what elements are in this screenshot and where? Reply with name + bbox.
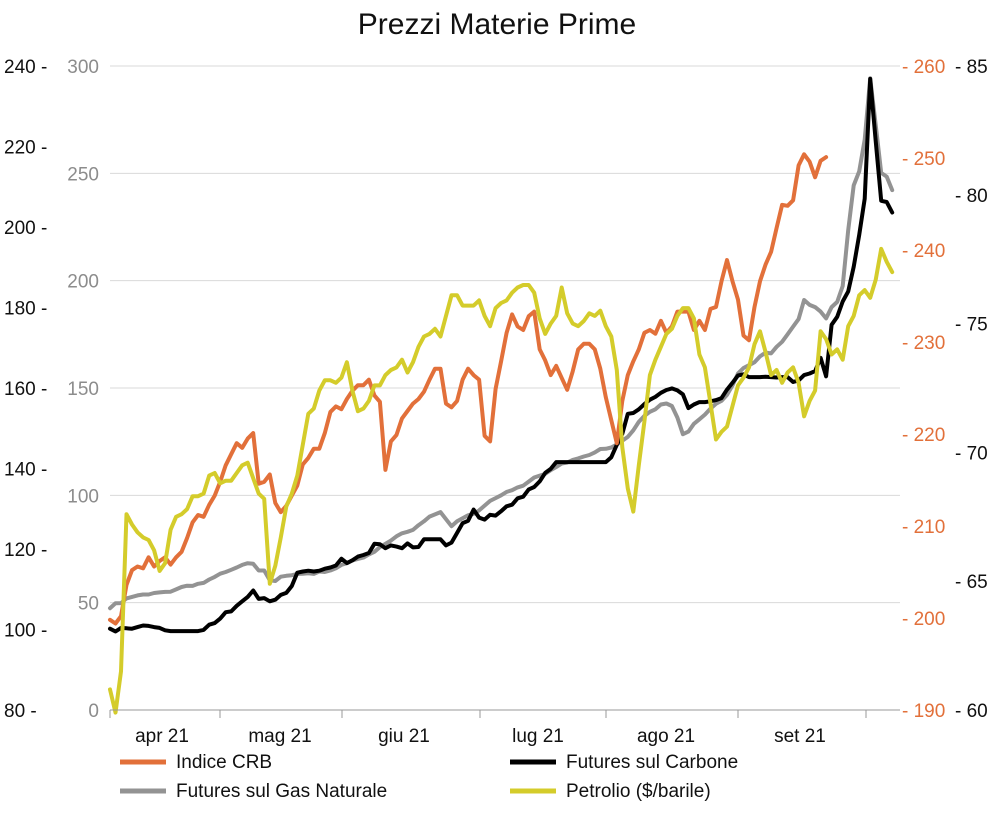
petrolio-axis-tick: - 80: [955, 186, 988, 207]
crb-axis-tick: - 200: [902, 609, 945, 630]
chart-title: Prezzi Materie Prime: [358, 8, 636, 41]
gas-axis-tick: 300: [67, 57, 99, 78]
petrolio-axis-tick: - 60: [955, 701, 988, 722]
x-axis-label: set 21: [774, 726, 826, 747]
carbone-axis-tick: 200 -: [4, 218, 47, 239]
legend-label: Futures sul Gas Naturale: [176, 781, 387, 802]
legend: Indice CRB Futures sul Carbone Futures sul…: [120, 752, 738, 802]
crb-axis-tick: - 230: [902, 333, 945, 354]
petrolio-axis-tick: - 75: [955, 315, 988, 336]
gas-axis-tick: 0: [88, 701, 99, 722]
series-lines: [108, 76, 895, 715]
axes: 240 - 220 - 200 - 180 - 160 - 140 - 120 - 100 -…: [4, 57, 988, 722]
series-line-futures-sul-gas-naturale: [108, 76, 895, 611]
carbone-axis-tick: 80 -: [4, 701, 37, 722]
crb-axis-tick: - 220: [902, 425, 945, 446]
gas-axis-tick: 150: [67, 379, 99, 400]
series-line-indice-crb: [108, 152, 829, 626]
series-line-petrolio-barile: [108, 246, 895, 715]
legend-label: Petrolio ($/barile): [566, 781, 711, 802]
x-axis-label: apr 21: [135, 726, 189, 747]
gas-axis-tick: 250: [67, 164, 99, 185]
x-axis-label: ago 21: [637, 726, 695, 747]
crb-axis-tick: - 260: [902, 57, 945, 78]
crb-axis-tick: - 240: [902, 241, 945, 262]
crb-axis-tick: - 210: [902, 517, 945, 538]
series-line-futures-sul-carbone: [108, 76, 895, 634]
carbone-axis-tick: 180 -: [4, 299, 47, 320]
crb-axis-tick: - 250: [902, 149, 945, 170]
x-axis-label: giu 21: [378, 726, 430, 747]
gas-axis-tick: 200: [67, 272, 99, 293]
legend-label: Futures sul Carbone: [566, 752, 738, 773]
carbone-axis-tick: 160 -: [4, 379, 47, 400]
carbone-axis-tick: 220 -: [4, 138, 47, 159]
gas-axis-tick: 50: [78, 594, 99, 615]
carbone-axis-tick: 140 -: [4, 460, 47, 481]
x-axis-label: lug 21: [512, 726, 564, 747]
crb-axis-tick: - 190: [902, 701, 945, 722]
petrolio-axis-tick: - 65: [955, 572, 988, 593]
carbone-axis-tick: 100 -: [4, 621, 47, 642]
x-axis-label: mag 21: [248, 726, 311, 747]
petrolio-axis-tick: - 85: [955, 57, 988, 78]
gas-axis-tick: 100: [67, 486, 99, 507]
carbone-axis-tick: 120 -: [4, 540, 47, 561]
legend-label: Indice CRB: [176, 752, 272, 773]
x-axis: apr 21 mag 21 giu 21 lug 21 ago 21 set 21: [109, 709, 900, 747]
carbone-axis-tick: 240 -: [4, 57, 47, 78]
petrolio-axis-tick: - 70: [955, 443, 988, 464]
